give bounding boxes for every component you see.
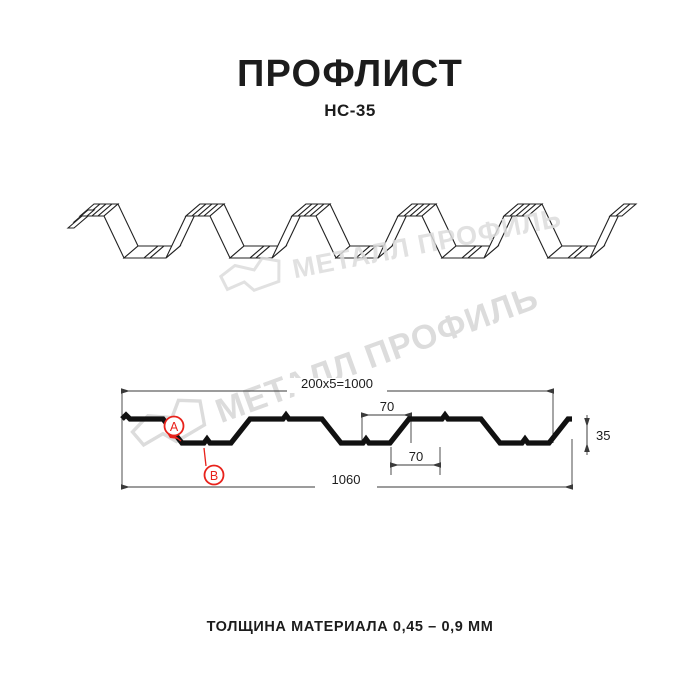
dimension-profile-height: 35 — [584, 418, 610, 452]
dimension-pitch-total-label: 200x5=1000 — [301, 376, 373, 391]
dimension-profile-height-label: 35 — [596, 428, 610, 443]
callout-marker-a-label: A — [170, 420, 179, 434]
profile-section-outline — [120, 410, 572, 446]
model-designation: НС-35 — [324, 101, 376, 120]
witness-lines — [121, 389, 588, 487]
isometric-sheet-illustration: МЕТАЛЛ ПРОФИЛЬ — [60, 180, 640, 320]
dimension-pitch-total: 200x5=1000 — [121, 376, 554, 394]
cross-section-drawing: МЕТАЛЛ ПРОФИЛЬ 200x5=1000 — [100, 279, 640, 525]
page-title: ПРОФЛИСТ — [237, 53, 463, 95]
callout-marker-a: A — [163, 415, 185, 442]
dimension-crest-width-label: 70 — [380, 399, 394, 414]
dimension-valley-width: 70 — [390, 449, 441, 468]
callout-marker-b: B — [203, 447, 225, 486]
dimension-crest-width: 70 — [361, 399, 412, 418]
dimension-overall-width: 1060 — [121, 472, 573, 490]
dimension-overall-width-label: 1060 — [332, 472, 361, 487]
iso-corrugation-body — [66, 203, 638, 259]
dimension-valley-width-label: 70 — [409, 449, 423, 464]
material-thickness-note: ТОЛЩИНА МАТЕРИАЛА 0,45 – 0,9 ММ — [206, 619, 494, 635]
callout-marker-b-label: B — [210, 469, 218, 483]
